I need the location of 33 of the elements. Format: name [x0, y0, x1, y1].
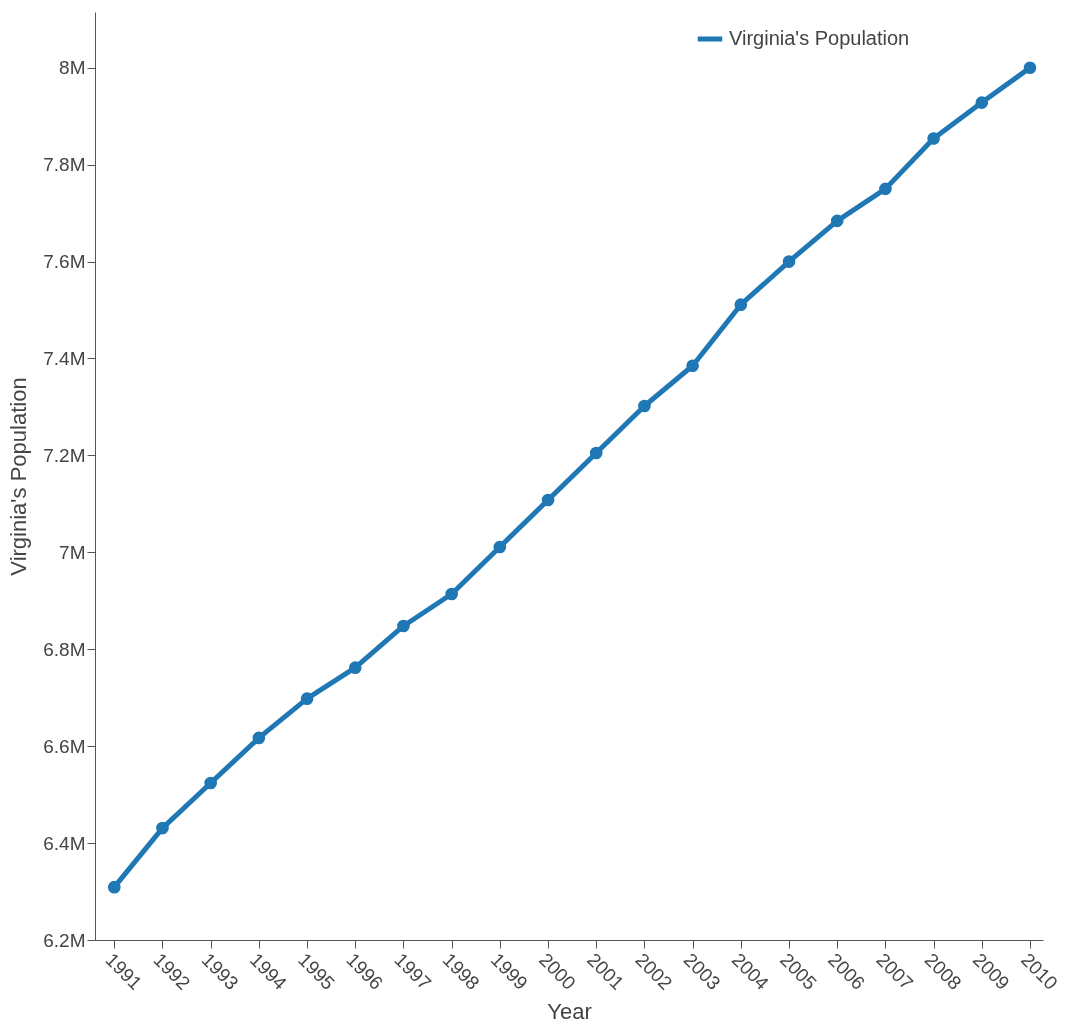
point — [638, 399, 651, 413]
point — [204, 776, 217, 790]
point — [879, 182, 892, 196]
y-axis-title: Virginia's Population — [6, 377, 32, 576]
point — [830, 214, 844, 228]
y-tick-label: 6.8M — [43, 638, 86, 660]
point — [589, 446, 603, 460]
point — [445, 587, 458, 601]
point — [975, 96, 989, 109]
point — [348, 661, 362, 674]
y-tick-label: 6.6M — [43, 735, 86, 757]
y-tick-label: 7.2M — [43, 444, 86, 466]
y-tick-label: 7.6M — [43, 251, 86, 273]
point — [300, 692, 314, 705]
point — [927, 132, 940, 145]
point — [1023, 61, 1037, 75]
x-axis-title: Year — [547, 998, 592, 1024]
point — [252, 731, 266, 745]
y-tick-label: 7.4M — [43, 347, 86, 369]
y-tick-label: 7.8M — [43, 154, 86, 176]
legend-label: Virginia's Population — [729, 27, 910, 49]
point — [782, 255, 796, 268]
point — [493, 540, 507, 554]
point — [397, 619, 410, 633]
y-tick-label: 6.4M — [43, 832, 86, 854]
point — [541, 493, 555, 507]
point — [156, 821, 169, 835]
y-tick-label: 8M — [59, 57, 86, 79]
point — [107, 880, 121, 894]
y-tick-label: 7M — [59, 541, 86, 563]
point — [734, 298, 748, 312]
point — [686, 359, 699, 373]
y-tick-label: 6.2M — [43, 929, 86, 951]
